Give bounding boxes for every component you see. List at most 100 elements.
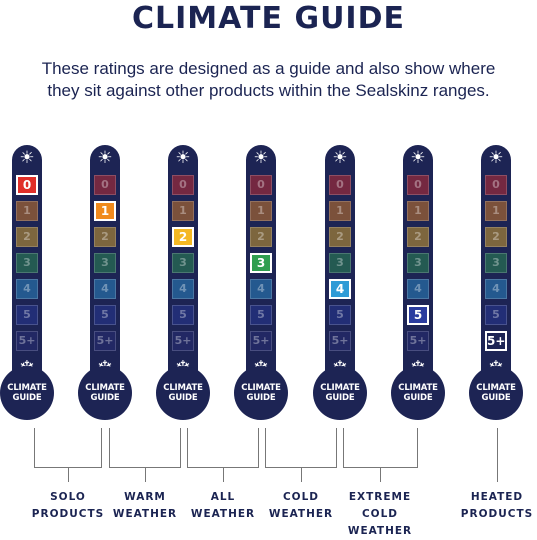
level-cell-5: 5 [250, 305, 272, 325]
level-cell-1: 1 [250, 201, 272, 221]
level-cell-4: 4 [94, 279, 116, 299]
level-cell-2: 2 [16, 227, 38, 247]
level-cell-1: 1 [172, 201, 194, 221]
level-cell-3: 3 [16, 253, 38, 273]
level-cell-0-active: 0 [16, 175, 38, 195]
level-cell-1: 1 [16, 201, 38, 221]
label-all-weather: ALL WEATHER [190, 491, 256, 520]
level-cell-2: 2 [485, 227, 507, 247]
level-cell-0: 0 [407, 175, 429, 195]
climate-guide-bulb: CLIMATE GUIDE [469, 366, 523, 420]
level-cell-5plus: 5+ [407, 331, 429, 351]
level-cell-5: 5 [485, 305, 507, 325]
bulb-label-line-1: CLIMATE [163, 383, 203, 393]
bulb-label-line-2: GUIDE [90, 393, 120, 403]
level-cell-5plus: 5+ [329, 331, 351, 351]
bulb-label-line-2: GUIDE [481, 393, 511, 403]
sun-icon: ☀ [488, 148, 504, 168]
level-cell-4: 4 [407, 279, 429, 299]
climate-guide-bulb: CLIMATE GUIDE [0, 366, 54, 420]
level-cell-5plus: 5+ [94, 331, 116, 351]
level-cell-4: 4 [172, 279, 194, 299]
level-cell-5: 5 [329, 305, 351, 325]
bracket-all-weather [187, 428, 259, 468]
bracket-stem-heated-products [497, 428, 498, 482]
level-cell-1: 1 [407, 201, 429, 221]
level-cell-0: 0 [485, 175, 507, 195]
label-warm-weather: WARM WEATHER [112, 491, 178, 520]
level-cell-0: 0 [250, 175, 272, 195]
subtitle-line-2: they sit against other products within t… [47, 81, 490, 100]
level-cell-5-active: 5 [407, 305, 429, 325]
level-cell-0: 0 [94, 175, 116, 195]
level-cell-4: 4 [250, 279, 272, 299]
level-cell-1: 1 [485, 201, 507, 221]
level-cell-3: 3 [94, 253, 116, 273]
bracket-stem-all-weather [223, 468, 224, 482]
level-cell-2: 2 [407, 227, 429, 247]
level-cell-5plus: 5+ [172, 331, 194, 351]
bracket-stem-warm-weather [145, 468, 146, 482]
climate-guide-bulb: CLIMATE GUIDE [156, 366, 210, 420]
level-cell-5: 5 [172, 305, 194, 325]
sun-icon: ☀ [253, 148, 269, 168]
level-cell-5: 5 [94, 305, 116, 325]
level-cell-4-active: 4 [329, 279, 351, 299]
bulb-label-line-1: CLIMATE [7, 383, 47, 393]
bulb-label-line-2: GUIDE [168, 393, 198, 403]
sun-icon: ☀ [19, 148, 35, 168]
climate-guide-bulb: CLIMATE GUIDE [391, 366, 445, 420]
bracket-cold-weather [265, 428, 337, 468]
bulb-label-line-1: CLIMATE [241, 383, 281, 393]
bulb-label-line-1: CLIMATE [85, 383, 125, 393]
sun-icon: ☀ [410, 148, 426, 168]
level-cell-3: 3 [407, 253, 429, 273]
bulb-label-line-1: CLIMATE [476, 383, 516, 393]
bulb-label-line-2: GUIDE [403, 393, 433, 403]
level-cell-1: 1 [329, 201, 351, 221]
level-cell-5: 5 [16, 305, 38, 325]
level-cell-5plus: 5+ [250, 331, 272, 351]
bracket-solo-products [34, 428, 102, 468]
climate-guide-bulb: CLIMATE GUIDE [313, 366, 367, 420]
level-cell-3: 3 [485, 253, 507, 273]
level-cell-0: 0 [329, 175, 351, 195]
bulb-label-line-2: GUIDE [12, 393, 42, 403]
label-extreme-cold-weather: EXTREME COLD WEATHER [347, 491, 413, 537]
label-solo-products: SOLO PRODUCTS [31, 491, 105, 520]
subtitle-line-1: These ratings are designed as a guide an… [41, 59, 496, 78]
bracket-warm-weather [109, 428, 181, 468]
level-cell-2-active: 2 [172, 227, 194, 247]
level-cell-0: 0 [172, 175, 194, 195]
bulb-label-line-2: GUIDE [246, 393, 276, 403]
level-cell-2: 2 [94, 227, 116, 247]
bulb-label-line-1: CLIMATE [320, 383, 360, 393]
bulb-label-line-2: GUIDE [325, 393, 355, 403]
sun-icon: ☀ [175, 148, 191, 168]
level-cell-4: 4 [16, 279, 38, 299]
level-cell-3: 3 [172, 253, 194, 273]
bracket-stem-cold-weather [301, 468, 302, 482]
bracket-stem-extreme-cold-weather [380, 468, 381, 482]
level-cell-3-active: 3 [250, 253, 272, 273]
sun-icon: ☀ [97, 148, 113, 168]
climate-guide-bulb: CLIMATE GUIDE [234, 366, 288, 420]
page-title: CLIMATE GUIDE [132, 1, 405, 36]
climate-guide-bulb: CLIMATE GUIDE [78, 366, 132, 420]
label-cold-weather: COLD WEATHER [268, 491, 334, 520]
bracket-extreme-cold-weather [343, 428, 418, 468]
level-cell-1-active: 1 [94, 201, 116, 221]
label-heated-products: HEATED PRODUCTS [460, 491, 534, 520]
